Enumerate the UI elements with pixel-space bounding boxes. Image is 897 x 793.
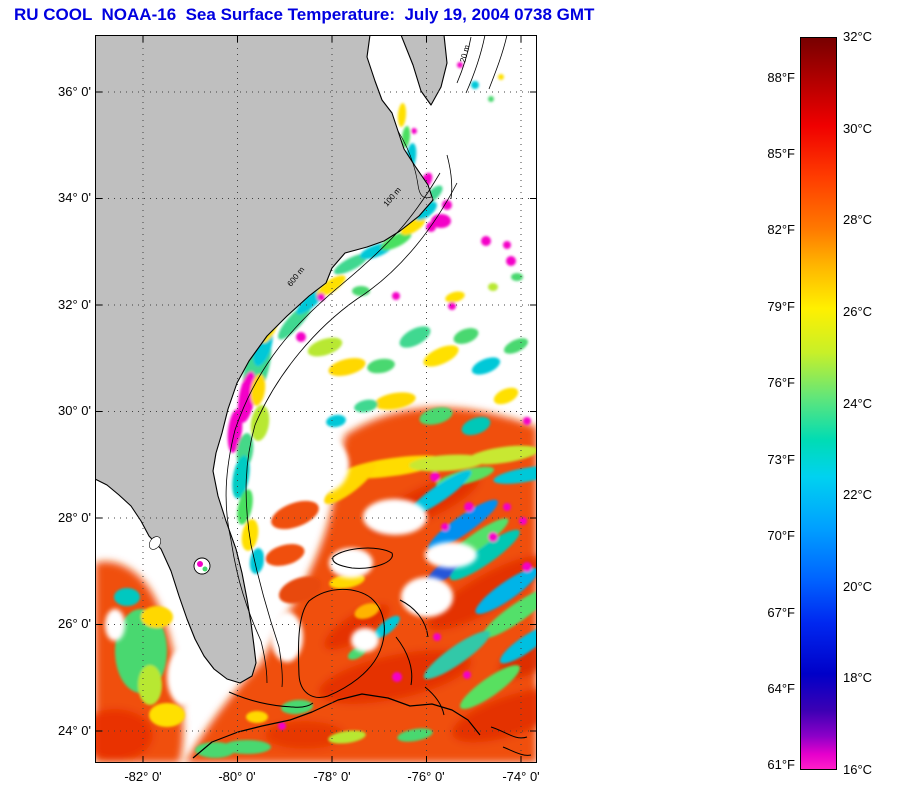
contour-label-20m: 20 m (458, 44, 471, 64)
colorbar-gradient (800, 37, 837, 770)
island-outlines (192, 547, 532, 759)
x-axis-tick: -74° 0' (502, 769, 540, 784)
southeast-banks (490, 726, 532, 756)
florida-keys (228, 691, 314, 708)
y-axis-tick: 26° 0' (58, 616, 91, 631)
colorbar-tick-c: 28°C (843, 212, 873, 227)
long-island-bahamas (424, 686, 445, 716)
x-axis-tick: -82° 0' (124, 769, 162, 784)
y-axis-tick: 32° 0' (58, 297, 91, 312)
little-bahama-bank (332, 547, 393, 569)
map-frame (95, 35, 537, 763)
x-axis-tick: -80° 0' (218, 769, 256, 784)
colorbar-tick-f: 76°F (767, 375, 795, 390)
colorbar-tick-f: 70°F (767, 528, 795, 543)
depth-contours (225, 36, 508, 688)
colorbar-tick-f: 64°F (767, 681, 795, 696)
colorbar-tick-f: 85°F (767, 146, 795, 161)
colorbar-tick-c: 16°C (843, 762, 873, 777)
colorbar-tick-c: 32°C (843, 29, 873, 44)
colorbar-tick-f: 67°F (767, 605, 795, 620)
colorbar-tick-f: 88°F (767, 70, 795, 85)
x-axis-tick: -76° 0' (407, 769, 445, 784)
y-axis-tick: 34° 0' (58, 190, 91, 205)
colorbar-tick-f: 82°F (767, 222, 795, 237)
delmarva-peninsula (400, 36, 448, 106)
exuma-chain (395, 636, 413, 686)
cloud-mask (105, 437, 477, 705)
colorbar-tick-c: 26°C (843, 304, 873, 319)
colorbar-tick-c: 30°C (843, 121, 873, 136)
y-axis-tick: 36° 0' (58, 84, 91, 99)
y-axis-tick: 28° 0' (58, 510, 91, 525)
colorbar-tick-c: 18°C (843, 670, 873, 685)
eleuthera (399, 599, 429, 638)
page-title: RU COOL NOAA-16 Sea Surface Temperature:… (14, 5, 595, 24)
colorbar-tick-f: 79°F (767, 299, 795, 314)
mainland-coast (96, 36, 434, 684)
colorbar-tick-c: 20°C (843, 579, 873, 594)
axis-ticks (96, 36, 536, 762)
barrier-islands-line (397, 130, 432, 199)
y-axis-tick: 24° 0' (58, 723, 91, 738)
great-bahama-bank (297, 588, 385, 698)
colorbar-tick-f: 73°F (767, 452, 795, 467)
sst-front-features (114, 62, 536, 758)
x-axis-tick: -78° 0' (313, 769, 351, 784)
land (96, 36, 448, 684)
cuba-coast (192, 693, 481, 759)
colorbar-tick-c: 22°C (843, 487, 873, 502)
colorbar-tick-f: 61°F (767, 757, 795, 772)
colorbar-tick-c: 24°C (843, 396, 873, 411)
y-axis-tick: 30° 0' (58, 403, 91, 418)
sst-map: 600 m 100 m 20 m (95, 35, 537, 763)
tampa-bay (148, 536, 162, 550)
